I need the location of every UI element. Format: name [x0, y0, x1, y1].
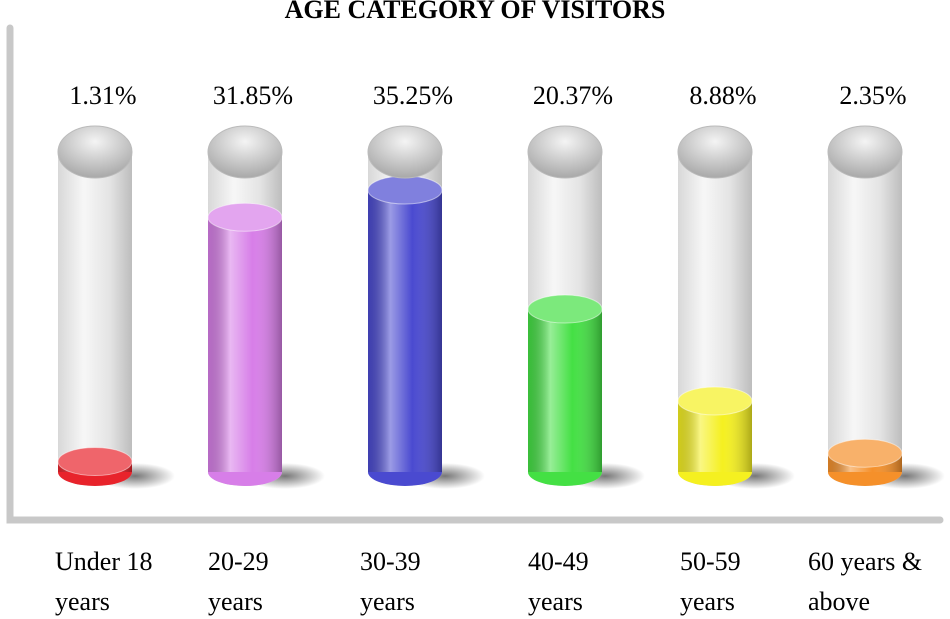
bar-top [207, 202, 283, 232]
category-label: Under 18 years [55, 547, 153, 616]
tube [58, 152, 132, 472]
category-label: 20-29 years [208, 547, 269, 616]
bar-shine [528, 309, 602, 472]
bar-top-shine [208, 203, 282, 232]
tube-top [677, 125, 753, 179]
bar-shine [208, 217, 282, 472]
frame [6, 24, 944, 524]
value-label: 8.88% [689, 81, 756, 110]
tube-top [207, 125, 283, 179]
value-label: 1.31% [69, 81, 136, 110]
bar-top [677, 386, 753, 416]
chart-title: AGE CATEGORY OF VISITORS [285, 0, 666, 24]
value-label: 35.25% [373, 81, 453, 110]
value-label: 20.37% [533, 81, 613, 110]
tube-top [827, 125, 903, 179]
bar-top [527, 294, 603, 324]
value-label: 31.85% [213, 81, 293, 110]
bar-top [827, 438, 903, 468]
bar-top-shine [368, 176, 442, 204]
bar-top-shine [58, 447, 132, 476]
bar-top-shine [678, 386, 752, 415]
category-label: 40-49 years [528, 547, 589, 616]
bar-top-shine [528, 295, 602, 324]
tube-top [527, 125, 603, 179]
category-label: 30-39 years [360, 547, 421, 616]
tube-top [367, 125, 443, 179]
bar-top-shine [828, 439, 902, 468]
tube-top [57, 125, 133, 179]
bar-shine [368, 190, 442, 472]
category-label: 50-59 years [680, 547, 741, 616]
tube [828, 152, 902, 472]
bar-top [57, 447, 133, 477]
category-label: 60 years & above [808, 547, 923, 616]
value-label: 2.35% [839, 81, 906, 110]
